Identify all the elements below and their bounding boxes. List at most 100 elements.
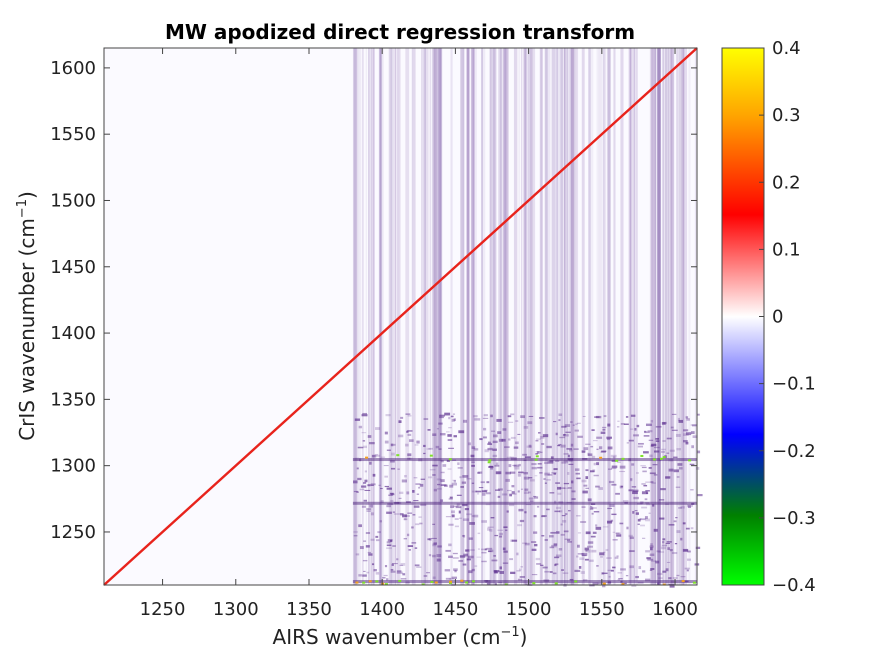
texture-noise: [587, 498, 592, 502]
texture-noise: [676, 448, 681, 451]
texture-noise: [435, 445, 440, 449]
texture-column: [665, 48, 669, 585]
texture-noise: [383, 574, 388, 577]
texture-noise: [648, 467, 652, 469]
texture-column: [681, 48, 685, 585]
texture-noise: [453, 418, 456, 421]
texture-noise: [440, 471, 445, 474]
x-tick-label: 1550: [579, 599, 625, 620]
texture-column: [574, 48, 577, 585]
texture-noise: [384, 565, 388, 568]
texture-noise: [584, 558, 589, 561]
texture-noise: [407, 433, 412, 436]
texture-noise: [408, 549, 411, 551]
texture-speck: [381, 582, 385, 585]
texture-noise: [563, 453, 569, 455]
texture-noise: [567, 472, 570, 475]
texture-noise: [480, 481, 485, 484]
texture-noise: [630, 414, 636, 417]
texture-column: [665, 48, 667, 585]
texture-noise: [554, 510, 561, 513]
texture-noise: [641, 483, 646, 485]
texture-noise: [640, 524, 645, 527]
texture-speck: [430, 580, 434, 583]
texture-noise: [495, 462, 499, 466]
texture-noise: [638, 518, 642, 520]
texture-noise: [448, 416, 451, 420]
texture-noise: [517, 490, 520, 493]
texture-column: [670, 48, 674, 585]
texture-speck: [688, 459, 692, 462]
texture-noise: [499, 532, 503, 536]
texture-noise: [418, 516, 422, 518]
texture-noise: [386, 505, 392, 508]
texture-speck: [532, 582, 536, 585]
texture-noise: [691, 445, 695, 449]
texture-noise: [497, 529, 504, 531]
texture-noise: [560, 523, 563, 526]
texture-noise: [565, 460, 569, 464]
texture-noise: [396, 570, 402, 573]
texture-column: [654, 48, 657, 585]
texture-speck: [384, 583, 388, 586]
texture-speck: [355, 581, 359, 584]
texture-column: [439, 48, 443, 585]
texture-noise: [682, 522, 686, 525]
texture-noise: [375, 535, 379, 538]
texture-noise: [471, 515, 475, 517]
texture-noise: [596, 462, 600, 466]
texture-column: [489, 48, 491, 585]
texture-noise: [553, 472, 557, 475]
texture-noise: [363, 445, 368, 449]
texture-noise: [481, 520, 487, 523]
texture-noise: [454, 518, 459, 520]
texture-column: [422, 48, 426, 585]
texture-noise: [494, 464, 500, 467]
texture-noise: [645, 518, 650, 522]
texture-speck: [471, 580, 475, 583]
texture-column: [682, 48, 684, 585]
x-tick-label: 1450: [433, 599, 479, 620]
texture-noise: [505, 529, 508, 531]
texture-noise: [510, 436, 516, 439]
texture-noise: [485, 492, 491, 495]
texture-noise: [491, 430, 496, 433]
texture-noise: [377, 531, 381, 534]
texture-noise: [437, 545, 442, 548]
texture-noise: [471, 446, 476, 449]
texture-noise: [498, 438, 504, 442]
texture-speck: [375, 580, 379, 583]
texture-noise: [413, 477, 418, 479]
colorbar-tick-label: −0.4: [772, 575, 816, 596]
texture-noise: [365, 532, 371, 535]
texture-noise: [695, 467, 700, 470]
texture-column: [353, 48, 357, 585]
texture-column: [466, 48, 469, 585]
texture-noise: [671, 413, 677, 415]
texture-noise: [546, 508, 550, 511]
texture-noise: [595, 485, 600, 488]
texture-column: [378, 48, 383, 585]
texture-noise: [553, 543, 558, 546]
texture-noise: [652, 464, 658, 466]
texture-noise: [562, 520, 567, 523]
texture-noise: [559, 510, 563, 513]
texture-noise: [511, 485, 515, 488]
texture-noise: [611, 467, 617, 470]
texture-noise: [390, 443, 394, 447]
texture-noise: [474, 565, 478, 567]
texture-noise: [361, 414, 368, 417]
texture-noise: [590, 535, 596, 538]
texture-noise: [493, 555, 496, 557]
texture-noise: [432, 523, 436, 525]
texture-noise: [538, 417, 545, 419]
texture-noise: [605, 548, 609, 552]
texture-speck: [398, 579, 402, 582]
texture-noise: [469, 522, 475, 525]
texture-noise: [517, 578, 523, 581]
texture-noise: [464, 554, 469, 557]
texture-speck: [448, 458, 452, 461]
texture-noise: [468, 537, 473, 540]
texture-noise: [680, 576, 686, 578]
texture-noise: [534, 475, 538, 477]
